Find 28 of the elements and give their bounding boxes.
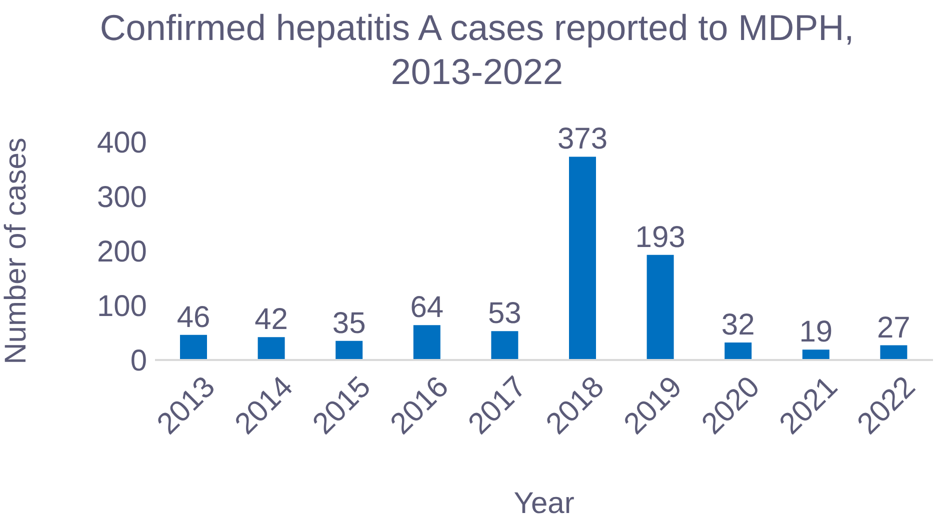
bar bbox=[646, 254, 674, 360]
bar bbox=[491, 331, 518, 360]
bar bbox=[336, 340, 363, 360]
data-label: 46 bbox=[176, 300, 210, 334]
data-label: 35 bbox=[332, 306, 366, 340]
chart-title: Confirmed hepatitis A cases reported to MDPH, 2013-2022 bbox=[98, 6, 856, 94]
y-axis-title: Number of cases bbox=[0, 138, 33, 364]
data-label: 32 bbox=[721, 308, 755, 342]
x-axis-title: Year bbox=[514, 487, 574, 515]
y-tick-label: 200 bbox=[96, 236, 147, 269]
y-tick-label: 300 bbox=[96, 181, 147, 214]
bar bbox=[413, 325, 440, 360]
data-label: 53 bbox=[488, 297, 522, 330]
y-tick-label: 0 bbox=[130, 344, 147, 378]
bar bbox=[880, 345, 908, 360]
y-tick-label: 400 bbox=[96, 126, 147, 160]
data-label: 19 bbox=[799, 316, 833, 349]
y-tick-label: 100 bbox=[96, 290, 147, 324]
data-label: 373 bbox=[557, 122, 608, 156]
data-label: 27 bbox=[877, 311, 910, 344]
bar bbox=[258, 337, 285, 360]
bar bbox=[180, 334, 207, 360]
data-label: 42 bbox=[254, 303, 288, 336]
bar bbox=[724, 342, 752, 360]
bar bbox=[569, 156, 596, 360]
bar bbox=[802, 350, 830, 360]
data-label: 193 bbox=[635, 220, 686, 254]
data-label: 64 bbox=[410, 291, 444, 324]
